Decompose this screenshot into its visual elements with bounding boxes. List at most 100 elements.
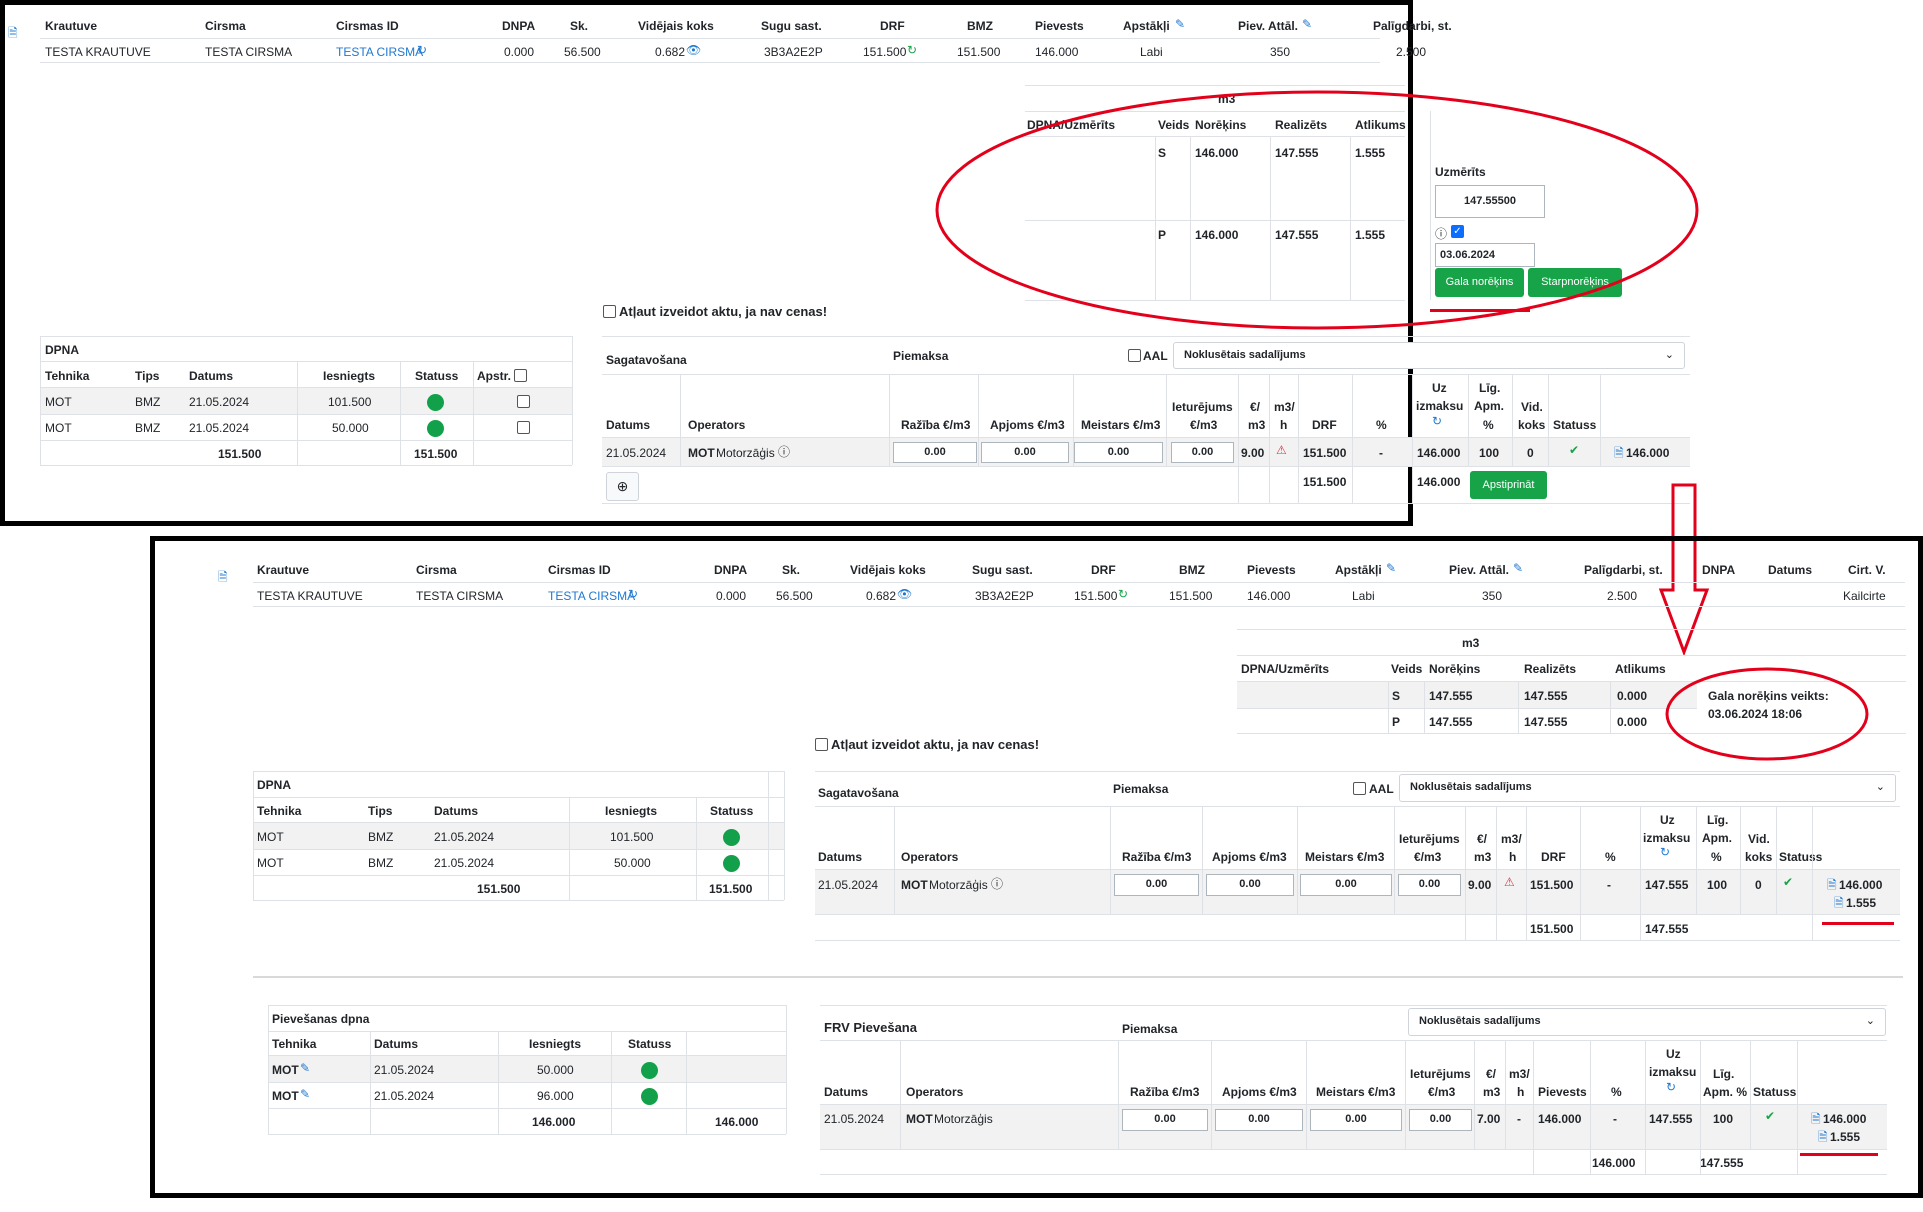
refresh-icon[interactable]: ↻ <box>628 587 639 601</box>
date-input[interactable]: 03.06.2024 <box>1435 243 1535 267</box>
refresh-icon[interactable]: ↻ <box>1660 845 1671 859</box>
sag-h-m3h1: m3/ <box>1501 832 1522 846</box>
atlaut-label: Atļaut izveidot aktu, ja nav cenas! <box>619 304 828 319</box>
dpna-total-1: 151.500 <box>218 447 262 461</box>
refresh-icon[interactable]: ↻ <box>1118 587 1129 601</box>
cirsma-link[interactable]: TESTA CIRSMA <box>336 45 424 59</box>
dpna-row2-tehnika: MOT <box>45 421 72 435</box>
edit-icon[interactable]: ✎ <box>1386 561 1397 575</box>
document-icon[interactable]: 🗎 <box>8 26 18 40</box>
ieturejums-input[interactable]: 0.00 <box>1398 874 1461 896</box>
edit-icon[interactable]: ✎ <box>1513 561 1524 575</box>
piev-title: Pievešanas dpna <box>272 1012 370 1026</box>
edit-icon[interactable]: ✎ <box>300 1061 311 1075</box>
piev-row2-datums: 21.05.2024 <box>374 1089 435 1103</box>
eye-icon[interactable]: 👁 <box>897 587 913 601</box>
refresh-icon[interactable]: ↻ <box>1666 1080 1677 1094</box>
sadalijums-select[interactable]: Noklusētais sadalījums ⌄ <box>1399 774 1896 802</box>
sag-h-lig2: Apm. <box>1474 399 1504 413</box>
cell-drf: 151.500 <box>1074 589 1118 603</box>
dpna-row2-datums: 21.05.2024 <box>434 856 495 870</box>
dpna-row2-datums: 21.05.2024 <box>189 421 250 435</box>
info-icon[interactable]: ⓘ <box>1435 227 1448 241</box>
sag-row-lig: 100 <box>1479 446 1500 460</box>
sag-h-apjoms: Apjoms €/m3 <box>1212 850 1287 864</box>
meistars-input[interactable]: 0.00 <box>1300 874 1392 896</box>
raziba-input[interactable]: 0.00 <box>1122 1109 1208 1131</box>
uzmerits-input[interactable]: 147.55500 <box>1435 185 1545 218</box>
sag-h-m3h2: h <box>1509 850 1517 864</box>
sag-h-drf: DRF <box>1312 418 1337 432</box>
apstiprinat-button[interactable]: Apstiprināt <box>1470 471 1547 499</box>
ieturejums-input[interactable]: 0.00 <box>1171 442 1234 463</box>
meistars-input[interactable]: 0.00 <box>1310 1109 1402 1131</box>
aal-checkbox[interactable] <box>1353 782 1366 795</box>
cell-videjais: 0.682 <box>655 45 686 59</box>
document-icon[interactable]: 🗎 <box>1834 896 1844 910</box>
dpna-row1-iesniegts: 101.500 <box>328 395 372 409</box>
cell-apstakli: Labi <box>1140 45 1163 59</box>
sag-h-apjoms: Apjoms €/m3 <box>990 418 1065 432</box>
col-videjais: Vidējais koks <box>638 19 714 33</box>
cell-bmz: 151.500 <box>1169 589 1213 603</box>
document-icon[interactable]: 🗎 <box>218 570 228 584</box>
aal-checkbox[interactable] <box>1128 349 1141 362</box>
frv-h-datums: Datums <box>824 1085 869 1099</box>
apstr-checkbox[interactable] <box>517 395 530 408</box>
apjoms-input[interactable]: 0.00 <box>1206 874 1294 896</box>
gala-norekins-button[interactable]: Gala norēķins <box>1435 268 1524 297</box>
apstr-checkbox[interactable] <box>517 421 530 434</box>
frv-total-uz: 147.555 <box>1700 1156 1744 1170</box>
sag-h-ietur1: Ieturējums <box>1399 832 1460 846</box>
apjoms-input[interactable]: 0.00 <box>981 442 1069 463</box>
edit-icon[interactable]: ✎ <box>300 1087 311 1101</box>
col-piev-attal: Piev. Attāl. <box>1238 19 1299 33</box>
col-sugu: Sugu sast. <box>761 19 822 33</box>
piev-h-tehnika: Tehnika <box>272 1037 317 1051</box>
edit-icon[interactable]: ✎ <box>1302 17 1313 31</box>
add-row-button[interactable]: ⊕ <box>606 472 639 501</box>
refresh-icon[interactable]: ↻ <box>907 43 918 57</box>
sag-row-op-b: MOT <box>901 878 928 892</box>
sag-h-vid2: koks <box>1745 850 1773 864</box>
col-cirsmas-id: Cirsmas ID <box>548 563 611 577</box>
sag-h-uz2: izmaksu <box>1416 399 1464 413</box>
status-ok-icon <box>723 855 740 872</box>
raziba-input[interactable]: 0.00 <box>893 442 977 463</box>
cirsma-link[interactable]: TESTA CIRSMA <box>548 589 636 603</box>
document-icon[interactable]: 🗎 <box>1827 878 1837 892</box>
annotation-arrow <box>1658 483 1710 657</box>
apjoms-input[interactable]: 0.00 <box>1215 1109 1303 1131</box>
sadalijums-select[interactable]: Noklusētais sadalījums ⌄ <box>1408 1008 1886 1036</box>
confirm-checkbox[interactable]: ✓ <box>1451 225 1464 238</box>
raziba-input[interactable]: 0.00 <box>1114 874 1199 896</box>
apstr-all-checkbox[interactable] <box>514 369 527 382</box>
meistars-input[interactable]: 0.00 <box>1074 442 1163 463</box>
sag-h-vid1: Vid. <box>1748 832 1770 846</box>
sadalijums-select[interactable]: Noklusētais sadalījums ⌄ <box>1173 342 1685 369</box>
ieturejums-input[interactable]: 0.00 <box>1409 1109 1472 1131</box>
cell-krautuve: TESTA KRAUTUVE <box>45 45 151 59</box>
atlaut-checkbox[interactable] <box>815 738 828 751</box>
frv-h-statuss: Statuss <box>1753 1085 1797 1099</box>
col-bmz: BMZ <box>1179 563 1205 577</box>
check-icon: ✔ <box>1783 875 1794 889</box>
uzmerits-label: Uzmērīts <box>1435 165 1486 179</box>
document-icon[interactable]: 🗎 <box>1818 1130 1828 1144</box>
info-icon[interactable]: ⓘ <box>778 445 791 459</box>
edit-icon[interactable]: ✎ <box>1175 17 1186 31</box>
eye-icon[interactable]: 👁 <box>686 43 702 57</box>
document-icon[interactable]: 🗎 <box>1811 1112 1821 1126</box>
annotation-underline <box>1822 922 1894 925</box>
starpnorekins-button[interactable]: Starpnorēķins <box>1528 268 1622 297</box>
document-icon[interactable]: 🗎 <box>1614 446 1624 460</box>
refresh-icon[interactable]: ↻ <box>417 43 428 57</box>
refresh-icon[interactable]: ↻ <box>1432 414 1443 428</box>
sag-h-pct: % <box>1376 418 1387 432</box>
m3-h-atlik: Atlikums <box>1355 118 1406 132</box>
check-icon: ✔ <box>1569 443 1580 457</box>
info-icon[interactable]: ⓘ <box>991 877 1004 891</box>
sag-total-drf: 151.500 <box>1303 475 1347 489</box>
col-dnpa: DNPA <box>714 563 748 577</box>
atlaut-checkbox[interactable] <box>603 305 616 318</box>
